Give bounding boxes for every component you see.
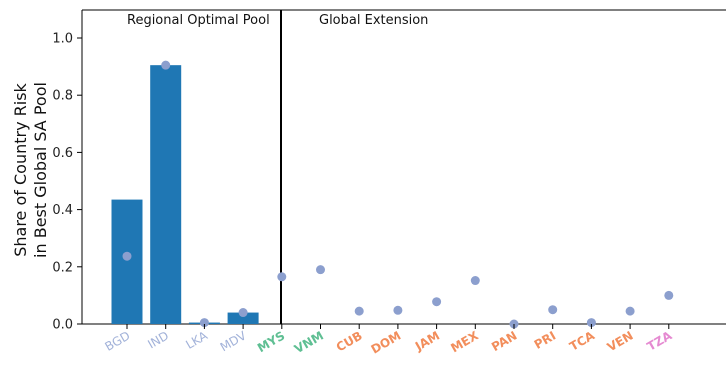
point-dom — [393, 305, 403, 315]
point-cub — [354, 306, 364, 316]
bar-ind — [150, 65, 182, 325]
y-tick-label: 0.0 — [52, 318, 73, 333]
x-tick-labels: BGD IND LKA MDV MYS VNM CUB DOM JAM MEX PAN PRI TCA V… — [102, 324, 675, 357]
x-tick-label-ven: VEN — [605, 328, 636, 354]
x-tick-label-tza: TZA — [645, 328, 675, 354]
bar-bgd — [111, 199, 143, 324]
point-mex — [470, 276, 480, 286]
x-tick-label-vnm: VNM — [292, 328, 326, 356]
y-tick-label: 0.6 — [52, 146, 73, 161]
x-tick-label-mex: MEX — [448, 328, 481, 355]
x-tick-label-jam: JAM — [412, 328, 442, 353]
point-vnm — [316, 265, 325, 275]
point-lka — [199, 318, 209, 328]
x-tick-label-cub: CUB — [334, 328, 365, 354]
x-tick-label-pan: PAN — [489, 328, 519, 354]
point-pri — [548, 305, 558, 315]
y-axis-label: Share of Country Risk in Best Global SA … — [11, 82, 50, 258]
x-tick-label-bgd: BGD — [102, 328, 132, 353]
point-bgd — [122, 251, 132, 261]
x-tick-label-mys: MYS — [255, 328, 287, 355]
y-tick-label: 0.4 — [52, 203, 73, 218]
point-jam — [432, 297, 442, 307]
x-tick-label-mdv: MDV — [218, 328, 250, 354]
panel-title-regional: Regional Optimal Pool — [127, 13, 270, 28]
y-tick-label: 1.0 — [52, 32, 73, 47]
x-tick-label-dom: DOM — [369, 328, 404, 356]
x-tick-label-pri: PRI — [532, 328, 558, 351]
point-mys — [277, 272, 287, 282]
panel-title-global: Global Extension — [319, 13, 428, 28]
bar-mdv — [227, 312, 259, 324]
x-tick-label-tca: TCA — [567, 328, 597, 354]
point-tza — [664, 290, 674, 300]
bars — [111, 65, 259, 325]
point-ind — [161, 60, 171, 70]
y-axis-label-line1: Share of Country Risk — [11, 82, 30, 256]
y-tick-label: 0.2 — [52, 260, 73, 275]
y-axis-label-line2: in Best Global SA Pool — [31, 82, 50, 258]
points — [122, 60, 674, 329]
point-tca — [586, 318, 596, 328]
point-mdv — [238, 308, 248, 318]
x-tick-label-ind: IND — [145, 328, 171, 351]
point-ven — [625, 306, 635, 316]
x-tick-label-lka: LKA — [183, 328, 210, 352]
y-tick-label: 0.8 — [52, 89, 73, 104]
